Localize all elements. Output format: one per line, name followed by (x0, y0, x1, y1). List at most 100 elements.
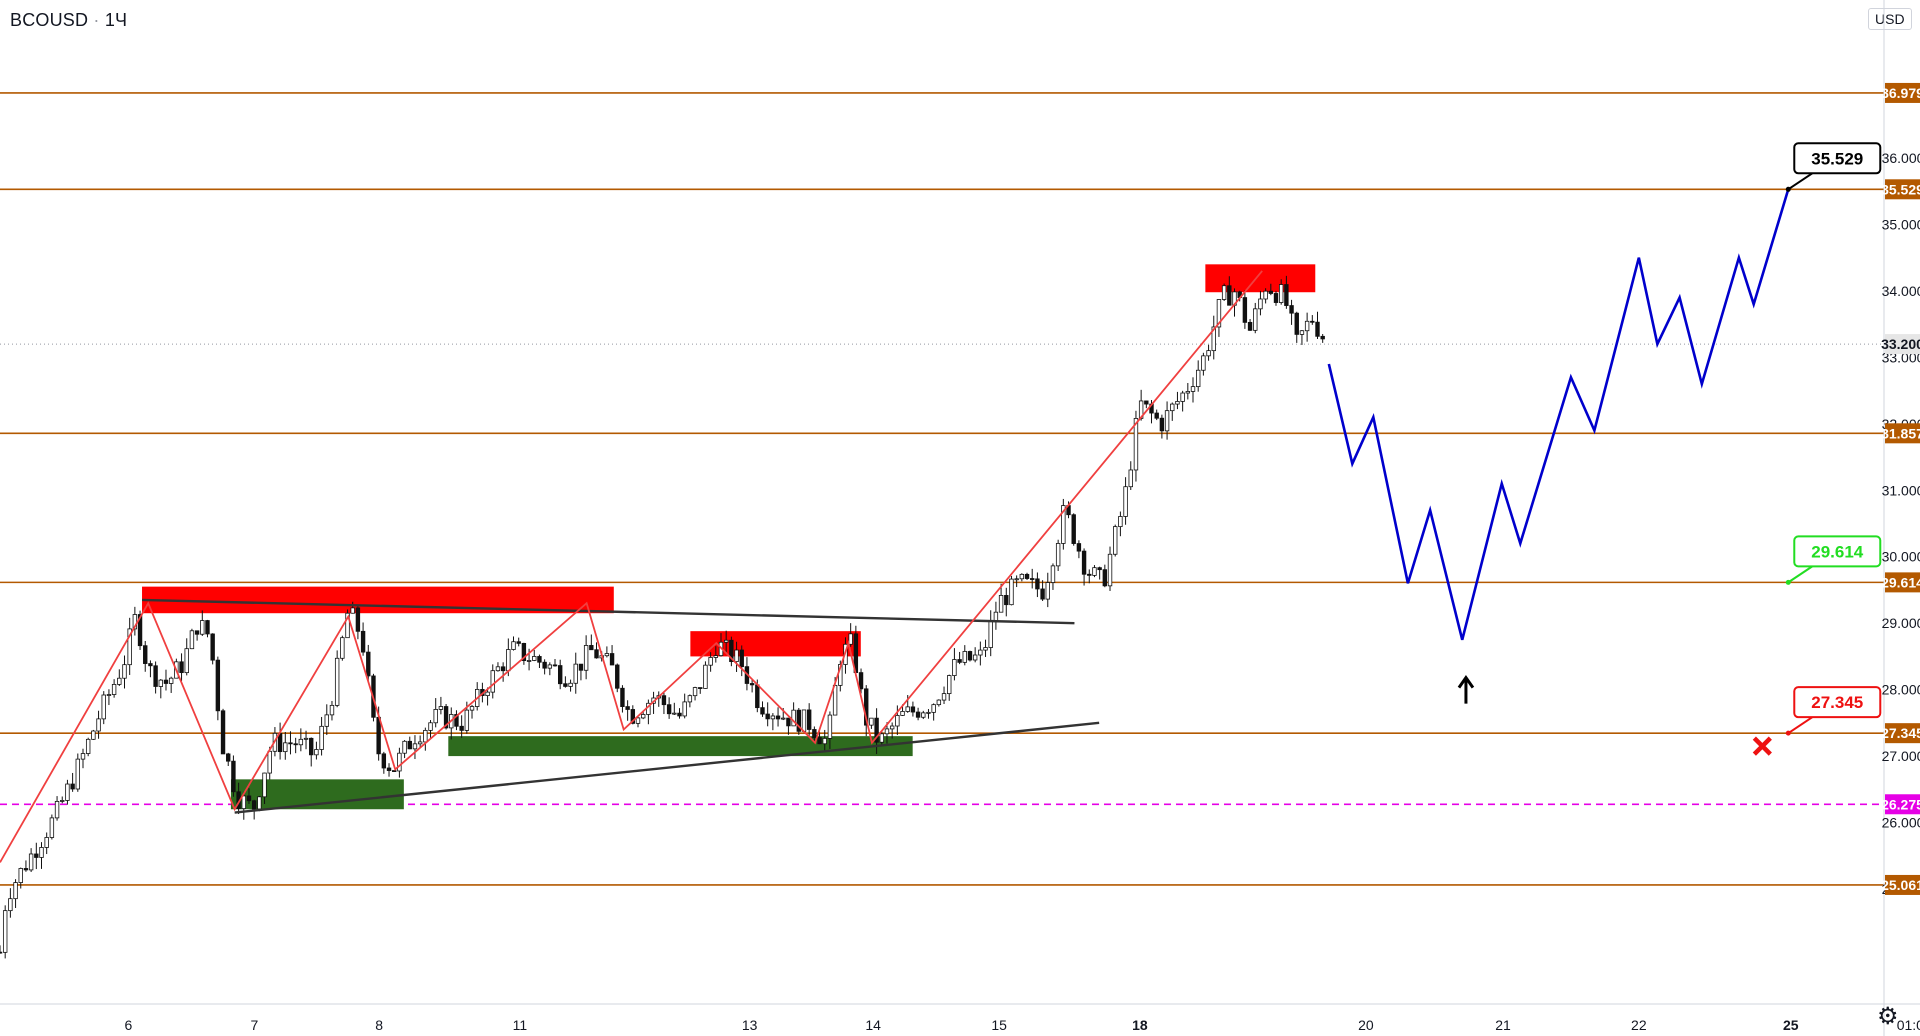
price-badge: 31.857 (1881, 423, 1920, 444)
candle (1076, 540, 1082, 559)
candle-body (791, 709, 796, 727)
candle (952, 648, 957, 681)
candle (583, 635, 589, 680)
candle (625, 700, 630, 721)
candle (350, 601, 355, 614)
candle-body (677, 712, 682, 717)
candle (568, 679, 573, 692)
candle-body (698, 687, 703, 689)
candle (796, 707, 801, 735)
candle-body (796, 709, 801, 732)
zones (142, 264, 1316, 810)
candle (246, 788, 252, 804)
candle (1258, 290, 1263, 316)
candle-body (682, 701, 687, 717)
time-tick-label: 20 (1358, 1017, 1374, 1033)
candle-body (381, 753, 387, 769)
trendline (234, 721, 1100, 814)
candle (1071, 513, 1076, 546)
candle-body (708, 657, 713, 666)
candle (682, 693, 687, 719)
candle-body (604, 653, 610, 657)
symbol-title[interactable]: BCOUSD · 1Ч (10, 10, 127, 31)
price-badge-bg (1885, 179, 1920, 200)
candle (604, 646, 610, 658)
candle-body (848, 633, 853, 645)
candle-body (1014, 578, 1019, 581)
candle-body (459, 725, 464, 731)
price-badge: 29.614 (1881, 572, 1920, 593)
candle (1227, 276, 1232, 306)
candle-body (1030, 578, 1035, 580)
candle (148, 660, 153, 678)
candle (1201, 352, 1206, 376)
candle (329, 700, 335, 721)
candle (85, 737, 91, 757)
candle-body (101, 694, 106, 720)
candle (1102, 564, 1108, 588)
candle-body (329, 704, 335, 716)
candle (241, 791, 246, 820)
candle (314, 741, 319, 760)
candle (200, 610, 205, 636)
candle (1273, 290, 1279, 306)
candle (454, 710, 459, 731)
candle-body (1113, 526, 1118, 555)
candle (957, 651, 962, 665)
candle (2, 905, 8, 959)
price-tick-label: 30.000 (1882, 549, 1920, 565)
candle (386, 763, 392, 777)
candle-body (91, 730, 96, 740)
candle-body (812, 729, 817, 738)
candle-body (910, 706, 916, 713)
candle (288, 731, 293, 755)
price-axis[interactable]: 25.00026.00027.00028.00029.00030.00031.0… (1881, 0, 1920, 1036)
candle (547, 662, 553, 676)
candle-body (2, 910, 8, 953)
candle (70, 772, 75, 792)
candle-body (921, 712, 926, 718)
candle-body (23, 868, 29, 871)
candle (459, 715, 464, 738)
candle (324, 704, 329, 735)
candle (1284, 275, 1289, 309)
candle-body (687, 695, 693, 703)
candle (122, 655, 127, 689)
candle-body (44, 837, 49, 848)
resistance-zone (690, 631, 861, 657)
candle-body (905, 706, 910, 712)
candle-body (1076, 543, 1082, 552)
candle (511, 636, 516, 651)
candle (760, 701, 765, 717)
candle-body (635, 717, 641, 724)
currency-button[interactable]: USD (1868, 8, 1912, 30)
candle-body (85, 738, 91, 754)
price-tick-label: 28.000 (1882, 682, 1920, 698)
candle-body (495, 666, 501, 672)
settings-gear-icon[interactable]: ⚙ (1877, 1003, 1899, 1030)
candle-body (1216, 299, 1222, 328)
candle (428, 720, 433, 738)
candle (449, 707, 454, 740)
candle (298, 728, 304, 752)
candle-body (1128, 469, 1133, 488)
candle-body (397, 752, 402, 772)
candle-body (879, 733, 884, 743)
candle (1304, 312, 1310, 342)
candle-body (770, 715, 776, 720)
candle (1128, 461, 1133, 490)
candle-body (106, 694, 112, 696)
candle-body (583, 645, 589, 671)
candle (1045, 572, 1050, 608)
resistance-zone (1205, 264, 1316, 293)
candle-body (454, 714, 459, 727)
candle (723, 630, 729, 654)
candle-body (251, 800, 257, 810)
candle (143, 640, 148, 672)
candle (1185, 383, 1191, 400)
candle-body (1081, 550, 1087, 575)
candle (49, 814, 55, 840)
candle-body (926, 711, 931, 714)
